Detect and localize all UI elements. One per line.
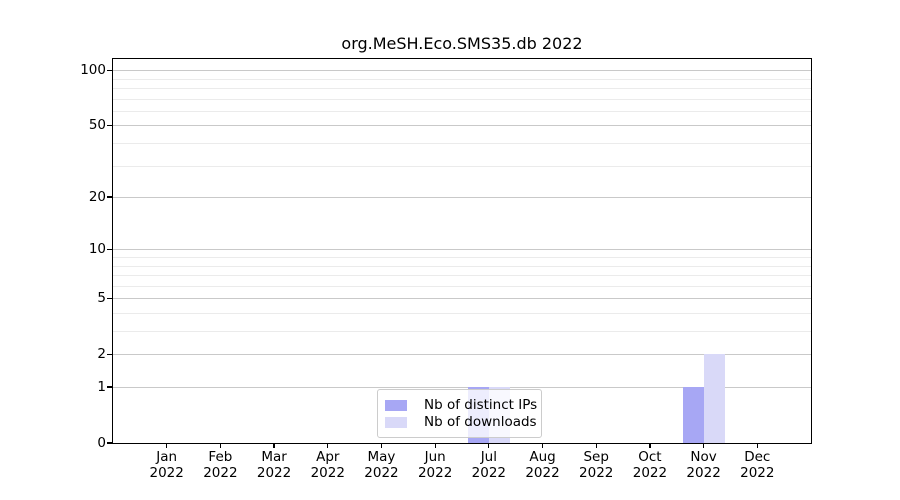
legend-item-downloads: Nb of downloads [385,414,537,430]
y-tick-label: 0 [97,435,106,451]
gridline-minor [113,78,811,80]
gridline-major [113,70,811,72]
x-tick-mark [595,443,597,448]
x-tick-mark [166,443,168,448]
x-tick-label: Sep 2022 [579,449,614,481]
x-tick-label: Nov 2022 [686,449,721,481]
y-tick-mark [107,297,113,299]
legend-label-downloads: Nb of downloads [424,414,537,430]
x-tick-label: Aug 2022 [525,449,560,481]
y-tick-label: 10 [88,241,106,258]
y-tick-mark [107,386,113,388]
y-tick-label: 2 [97,346,106,363]
x-tick-label: Apr 2022 [310,449,345,481]
x-tick-label: Jan 2022 [149,449,184,481]
x-tick-mark [327,443,329,448]
chart-title: org.MeSH.Eco.SMS35.db 2022 [341,34,583,53]
bar-distinct-ips-nov [682,387,704,443]
gridline-minor [113,165,811,167]
y-tick-label: 50 [88,117,106,134]
gridline-minor [113,143,811,145]
x-tick-mark [649,443,651,448]
gridline-major [113,249,811,251]
x-tick-mark [219,443,221,448]
y-tick-mark [107,69,113,71]
gridline-minor [113,275,811,277]
gridline-major [113,298,811,300]
x-tick-mark [541,443,544,448]
y-tick-label: 5 [97,290,106,307]
gridline-major [113,354,811,356]
x-tick-mark [273,443,275,448]
gridline-minor [113,285,811,287]
gridline-minor [113,313,811,314]
gridline-minor [113,88,811,90]
x-tick-mark [488,443,490,448]
gridline-minor [113,331,811,333]
bar-downloads-nov [703,354,725,443]
gridline-major [113,125,811,127]
gridline-major [113,197,811,199]
x-tick-mark [756,443,758,448]
y-tick-mark [107,353,113,355]
x-tick-label: Dec 2022 [740,449,775,481]
x-tick-label: Jun 2022 [417,449,453,481]
x-tick-label: Oct 2022 [632,449,668,481]
plot-area [112,58,812,444]
gridline-minor [113,265,811,267]
x-tick-label: Mar 2022 [256,449,292,481]
downloads-swatch [385,416,407,428]
y-tick-mark [107,196,113,198]
legend-item-distinct-ips: Nb of distinct IPs [385,397,537,413]
x-tick-label: Feb 2022 [203,449,238,481]
gridline-minor [113,257,811,259]
y-tick-mark [107,248,113,250]
x-tick-label: May 2022 [364,449,399,481]
x-tick-mark [380,443,383,448]
gridline-minor [113,110,811,112]
x-tick-mark [434,443,436,448]
legend-label-distinct-ips: Nb of distinct IPs [424,397,538,413]
y-tick-label: 100 [80,62,106,79]
y-tick-mark [107,124,113,126]
gridline-major [113,387,811,388]
x-tick-mark [703,443,705,448]
y-tick-label: 1 [97,379,106,395]
x-tick-label: Jul 2022 [471,449,507,481]
gridline-minor [113,98,811,100]
y-tick-mark [107,442,113,444]
y-tick-label: 20 [88,189,106,206]
legend: Nb of distinct IPs Nb of downloads [377,389,542,438]
distinct-ips-swatch [385,399,407,411]
